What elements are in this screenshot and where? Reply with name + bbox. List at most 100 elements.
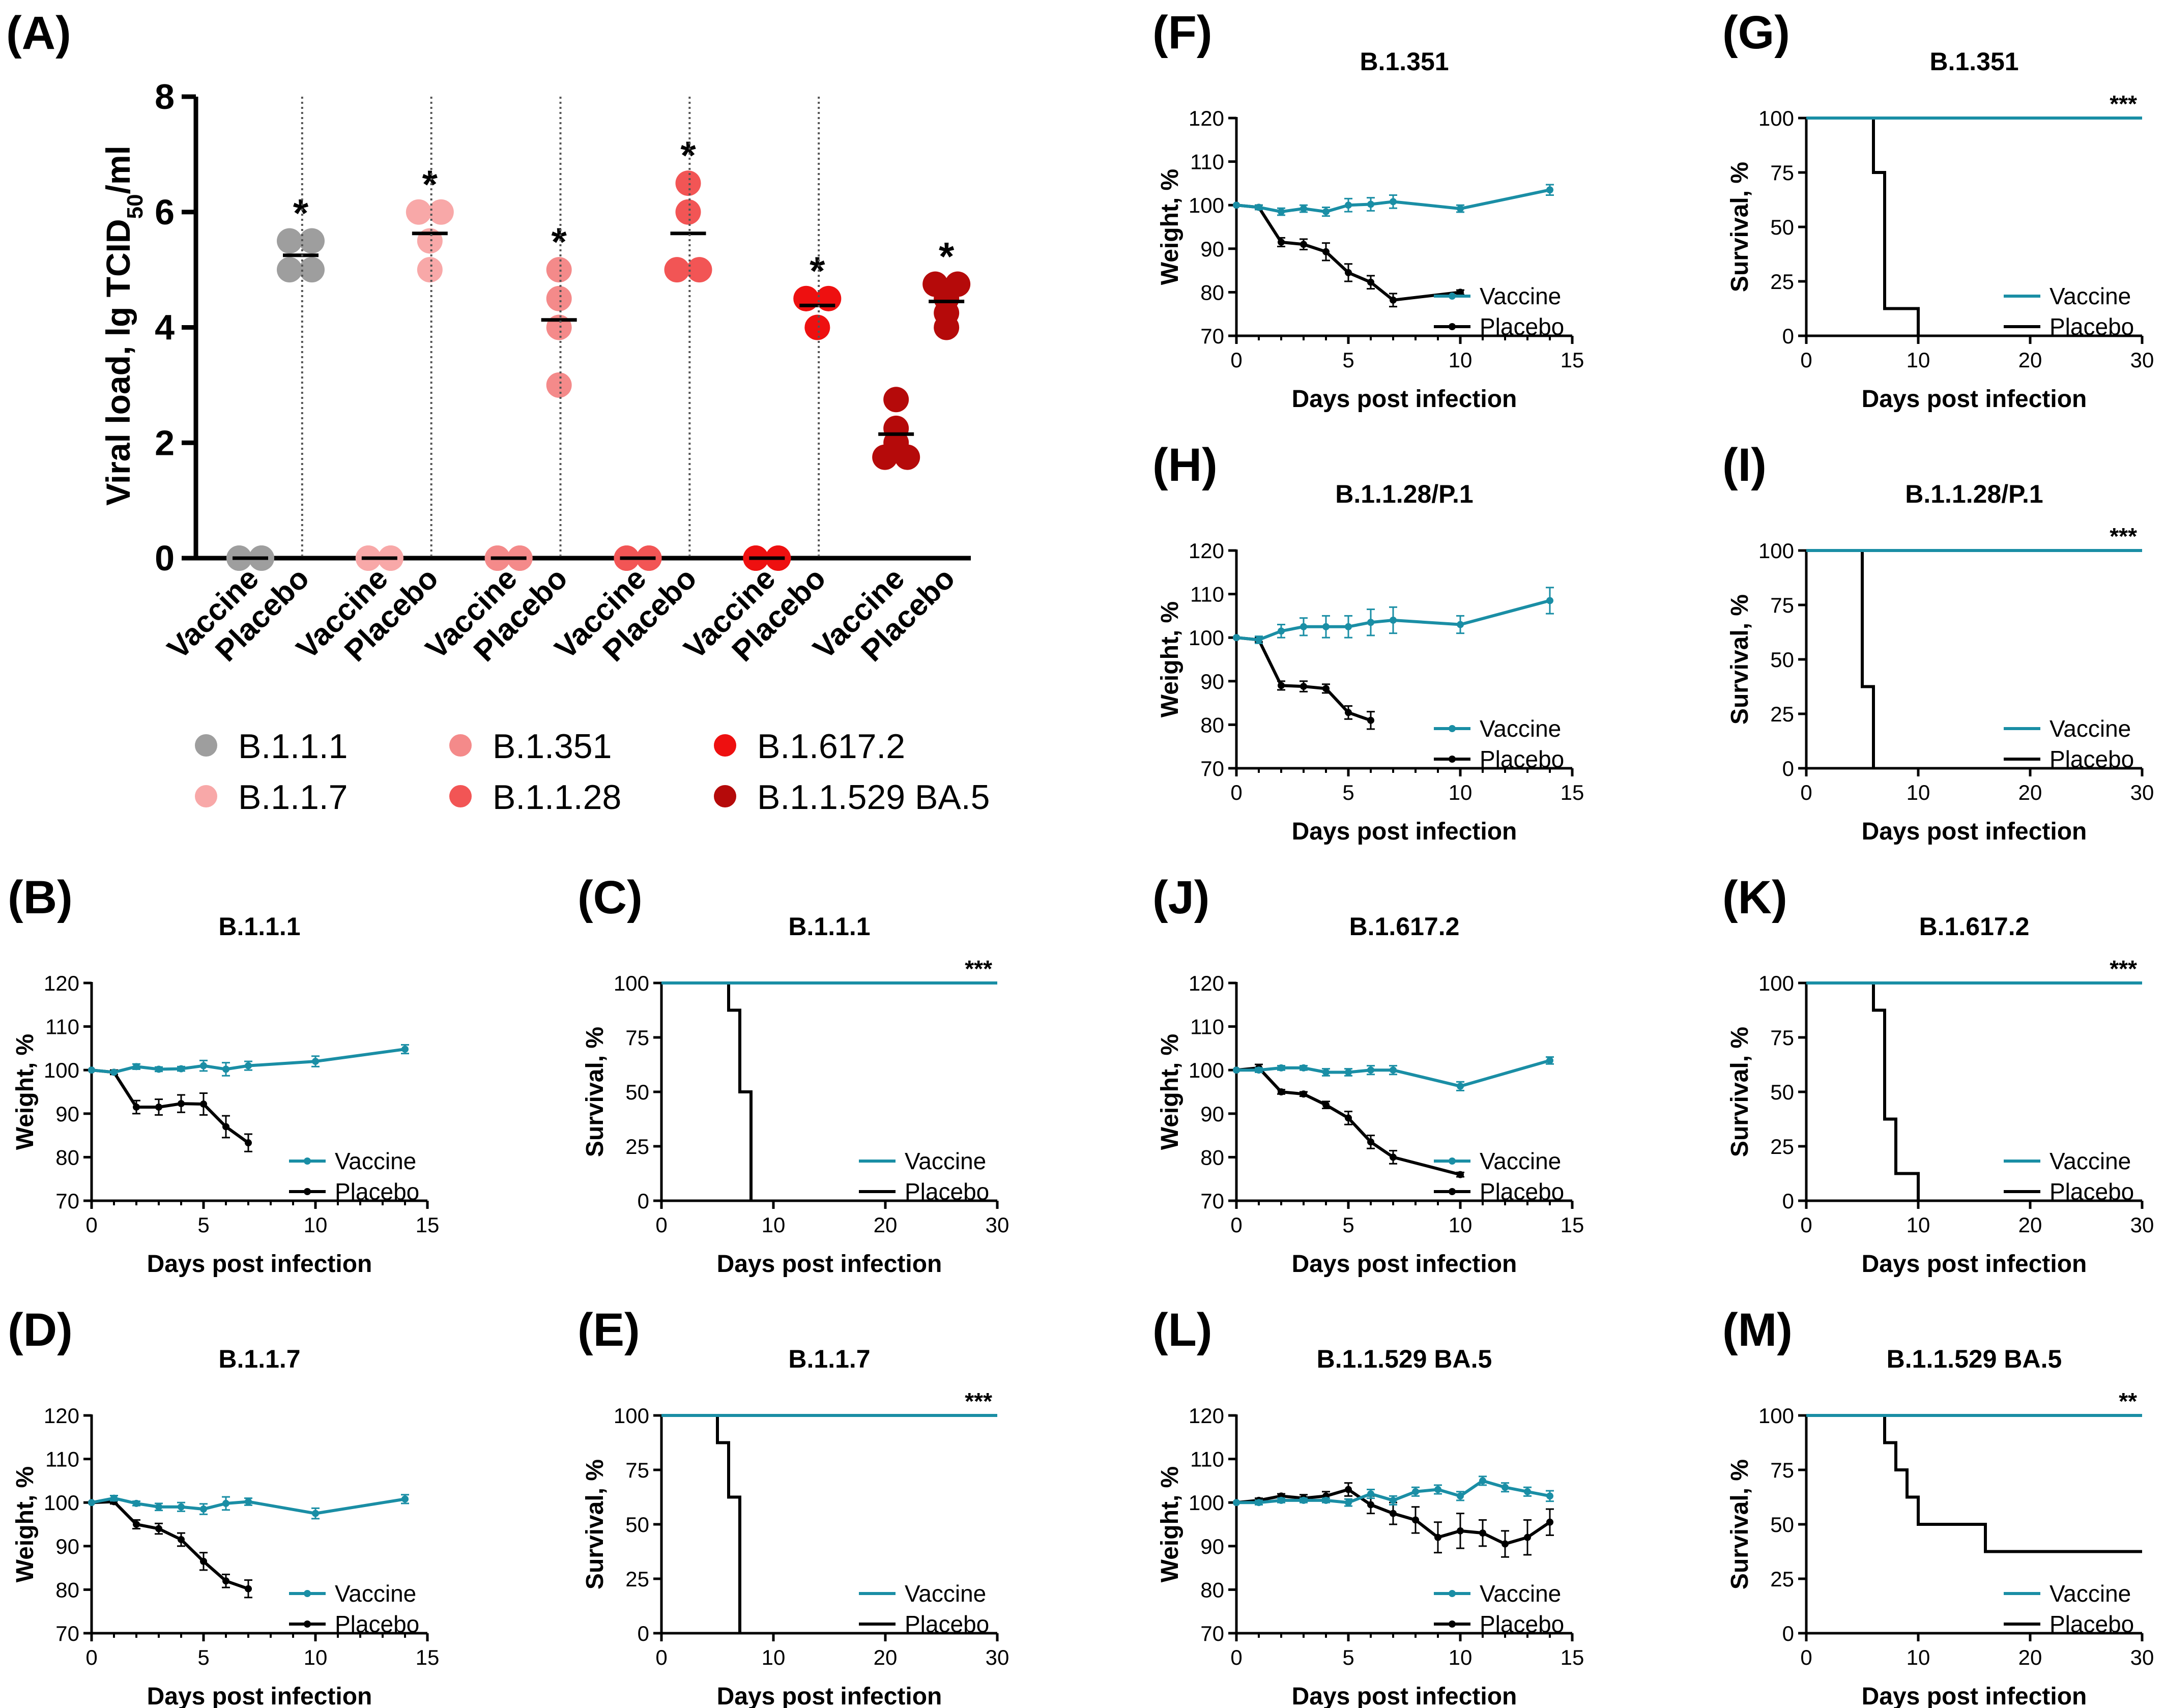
y-tick-label: 0 [155, 538, 175, 578]
placebo-data-point [1457, 1171, 1464, 1178]
x-axis-label: Days post infection [147, 1251, 372, 1278]
x-tick-label: 0 [1230, 348, 1242, 372]
significance-star: * [422, 162, 438, 207]
vaccine-legend-marker [304, 1590, 311, 1597]
vaccine-data-point [133, 1499, 140, 1507]
vaccine-legend-label: Vaccine [335, 1148, 416, 1174]
x-axis-label: Days post infection [717, 1251, 942, 1278]
vaccine-data-point [1300, 1496, 1307, 1504]
vaccine-data-point [1255, 636, 1262, 644]
vaccine-data-point [401, 1046, 409, 1053]
placebo-data-point [1502, 1540, 1509, 1548]
y-tick-label: 0 [1782, 757, 1794, 780]
vaccine-data-point [1412, 1488, 1419, 1495]
vaccine-data-point [312, 1510, 319, 1517]
placebo-data-point [1345, 269, 1352, 276]
vaccine-data-point [222, 1065, 229, 1073]
vaccine-series-line [1236, 188, 1550, 214]
panel-label: (M) [1722, 1304, 1793, 1356]
legend-label: B.1.1.28 [493, 778, 621, 817]
vaccine-data-point [1300, 1064, 1307, 1072]
placebo-data-point [1457, 288, 1464, 296]
vaccine-legend-label: Vaccine [1480, 715, 1561, 742]
y-tick-label: 0 [1782, 1622, 1794, 1645]
y-tick-label: 100 [614, 971, 649, 995]
chart-title: B.1.351 [1929, 47, 2018, 76]
x-tick-label: 10 [1449, 1645, 1473, 1669]
significance-star: * [810, 248, 825, 293]
placebo-series-line [1806, 981, 1920, 1201]
legend: B.1.1.1 B.1.351 B.1.617.2 B.1.1.7 B.1.1.28 B.… [195, 727, 990, 817]
x-tick-label: 30 [986, 1645, 1009, 1669]
x-tick-label: 20 [2018, 1213, 2042, 1237]
panel-l-weight-chart: (L) B.1.1.529 BA.5 Weight, % Days post infe… [1152, 1304, 1584, 1708]
vaccine-data-point [1367, 619, 1374, 626]
y-tick-label: 75 [1770, 161, 1794, 185]
placebo-legend-label: Placebo [1480, 746, 1564, 772]
x-tick-label: 5 [1342, 1213, 1354, 1237]
x-axis-label: Days post infection [1862, 818, 2087, 845]
placebo-data-point [1367, 716, 1374, 724]
y-tick-label: 75 [625, 1026, 649, 1050]
panel-label: (I) [1722, 439, 1767, 491]
placebo-data-point [804, 314, 830, 340]
panel-k-survival-chart: (K) B.1.617.2 Survival, % Days post infecti… [1722, 872, 2154, 1278]
vaccine-legend-marker [1449, 293, 1456, 300]
significance-marker: *** [2110, 523, 2137, 549]
placebo-legend-marker [1449, 1188, 1456, 1195]
vaccine-legend-label: Vaccine [335, 1580, 416, 1607]
vaccine-data-point [1457, 205, 1464, 213]
y-tick-label: 120 [1189, 539, 1224, 563]
y-tick-label: 120 [1189, 106, 1224, 130]
placebo-data-point [155, 1525, 162, 1532]
y-tick-label: 100 [1758, 971, 1794, 995]
placebo-data-point [1367, 1501, 1374, 1509]
panel-label: (J) [1152, 872, 1209, 923]
y-tick-label: 70 [1200, 324, 1224, 348]
chart-title: B.1.1.529 BA.5 [1887, 1345, 2062, 1373]
y-axis-label: Weight, % [1157, 169, 1183, 285]
vaccine-legend-label: Vaccine [2049, 715, 2131, 742]
y-axis-label: Survival, % [1726, 1459, 1753, 1589]
y-tick-label: 100 [614, 1404, 649, 1428]
y-tick-label: 0 [1782, 324, 1794, 348]
y-tick-label: 25 [1770, 1567, 1794, 1591]
vaccine-series-line [1236, 1059, 1550, 1088]
x-tick-label: 10 [762, 1213, 786, 1237]
legend-marker [449, 785, 472, 807]
vaccine-data-point [312, 1058, 319, 1065]
x-tick-label: 5 [1342, 348, 1354, 372]
vaccine-data-point [88, 1066, 95, 1074]
y-tick-label: 70 [55, 1189, 79, 1213]
placebo-legend-marker [304, 1188, 311, 1195]
placebo-data-point [406, 199, 431, 225]
placebo-data-point [200, 1100, 207, 1108]
x-tick-label: 15 [416, 1213, 440, 1237]
placebo-data-point [1345, 1486, 1352, 1493]
chart-title: B.1.1.529 BA.5 [1317, 1345, 1492, 1373]
x-tick-label: 0 [1800, 348, 1812, 372]
vaccine-data-point [1367, 1066, 1374, 1074]
vaccine-data-point [1255, 204, 1262, 211]
x-tick-label: 30 [2130, 1213, 2154, 1237]
y-tick-label: 120 [1189, 1404, 1224, 1428]
y-tick-label: 100 [1189, 1491, 1224, 1515]
vaccine-legend-label: Vaccine [1480, 1580, 1561, 1607]
vaccine-data-point [133, 1063, 140, 1070]
placebo-legend-label: Placebo [905, 1178, 989, 1205]
placebo-data-point [222, 1577, 229, 1585]
y-tick-label: 0 [638, 1189, 649, 1213]
vaccine-data-point [1322, 208, 1330, 216]
vaccine-data-point [245, 1498, 252, 1506]
legend-marker [449, 734, 472, 757]
vaccine-legend-label: Vaccine [905, 1580, 986, 1607]
x-tick-label: 10 [1907, 780, 1930, 804]
vaccine-data-point [1255, 1499, 1262, 1507]
placebo-data-point [277, 257, 302, 283]
y-tick-label: 75 [625, 1458, 649, 1482]
vaccine-data-point [155, 1065, 162, 1073]
placebo-data-point [222, 1123, 229, 1131]
x-axis-label: Days post infection [1292, 1683, 1517, 1708]
placebo-series-line [1806, 1414, 2142, 1553]
y-axis-label: Survival, % [1726, 162, 1753, 292]
